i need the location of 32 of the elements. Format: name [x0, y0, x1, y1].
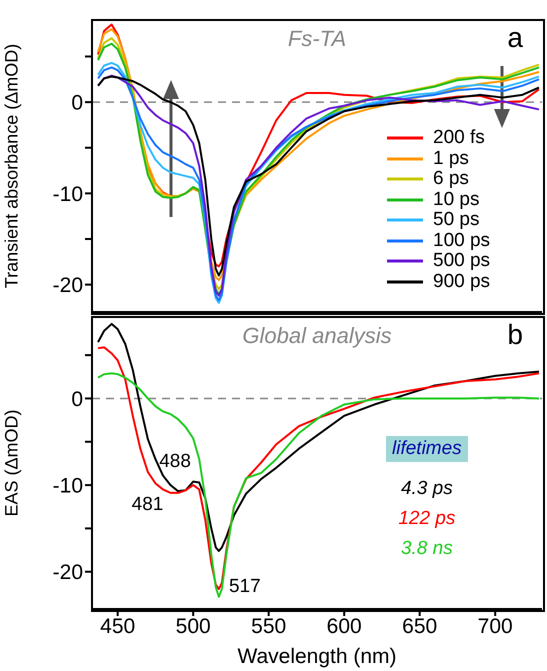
- y-tick-label: -10: [52, 474, 83, 498]
- legend-label: 200 fs: [433, 127, 485, 148]
- legend-label: 100 ps: [433, 230, 490, 251]
- legend-label: 900 ps: [433, 270, 490, 292]
- legend-title: lifetimes: [386, 436, 468, 462]
- chart-title: Global analysis: [242, 323, 392, 348]
- y-tick-label: -10: [52, 182, 83, 206]
- annotation: 488: [159, 451, 191, 472]
- y-tick-label: 0: [71, 388, 83, 411]
- annotation: b: [507, 319, 523, 351]
- legend-label: 1 ps: [433, 148, 469, 169]
- x-tick-label: 700: [478, 614, 513, 638]
- y-axis-title: EAS (ΔmOD): [2, 409, 22, 517]
- legend: lifetimes 4.3 ps 122 ps 3.8 ns: [386, 436, 468, 564]
- y-tick-label: -20: [52, 561, 83, 584]
- y-tick-label: -20: [52, 274, 83, 298]
- x-tick-label: 500: [176, 614, 211, 638]
- y-axis-title: Transient absorbance (ΔmOD): [2, 44, 22, 288]
- legend-label: 10 ps: [433, 188, 480, 210]
- x-axis-title: Wavelength (nm): [237, 645, 397, 668]
- chart-title: Fs-TA: [288, 26, 346, 51]
- x-tick-label: 600: [326, 614, 362, 638]
- x-tick-label: 450: [100, 614, 136, 638]
- legend-label: 6 ps: [433, 168, 469, 190]
- annotation: a: [507, 22, 523, 54]
- x-tick-label: 550: [251, 614, 286, 638]
- y-tick-label: 0: [71, 92, 83, 115]
- legend-label: 50 ps: [433, 209, 480, 230]
- legend-label: 500 ps: [433, 250, 490, 272]
- x-tick-label: 650: [402, 614, 438, 638]
- annotation: 481: [132, 494, 164, 516]
- annotation: 517: [228, 576, 261, 597]
